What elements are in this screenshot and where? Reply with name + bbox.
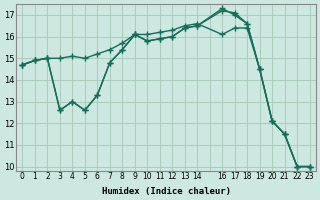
X-axis label: Humidex (Indice chaleur): Humidex (Indice chaleur) xyxy=(101,187,230,196)
